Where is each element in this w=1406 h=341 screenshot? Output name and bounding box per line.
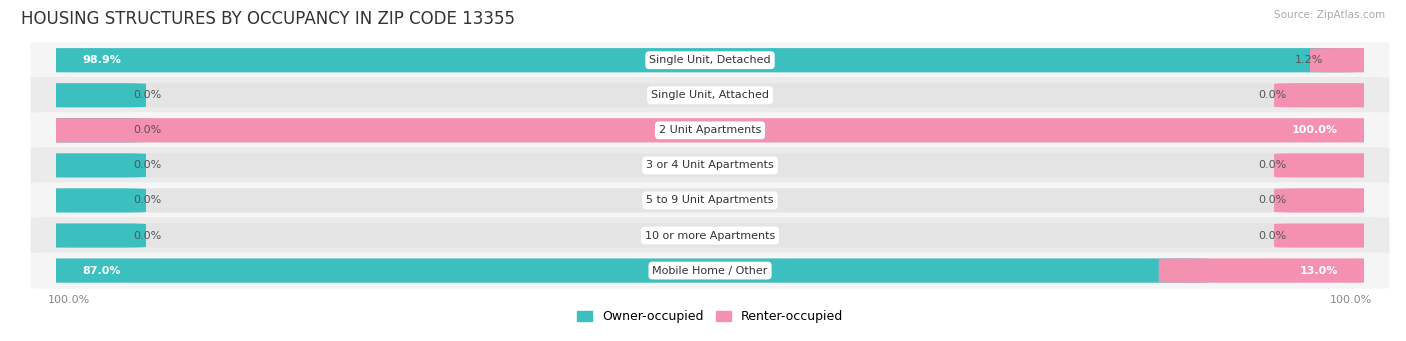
FancyBboxPatch shape [44, 153, 146, 177]
Text: 2 Unit Apartments: 2 Unit Apartments [659, 125, 761, 135]
FancyBboxPatch shape [44, 258, 1376, 283]
FancyBboxPatch shape [44, 223, 146, 248]
Text: 0.0%: 0.0% [134, 125, 162, 135]
Text: Single Unit, Detached: Single Unit, Detached [650, 55, 770, 65]
FancyBboxPatch shape [31, 147, 1389, 183]
Text: HOUSING STRUCTURES BY OCCUPANCY IN ZIP CODE 13355: HOUSING STRUCTURES BY OCCUPANCY IN ZIP C… [21, 10, 515, 28]
Text: 0.0%: 0.0% [134, 160, 162, 170]
FancyBboxPatch shape [44, 153, 1376, 177]
FancyBboxPatch shape [31, 182, 1389, 219]
FancyBboxPatch shape [31, 42, 1389, 78]
FancyBboxPatch shape [1274, 153, 1376, 177]
FancyBboxPatch shape [44, 258, 1211, 283]
Text: 98.9%: 98.9% [82, 55, 121, 65]
Text: 10 or more Apartments: 10 or more Apartments [645, 231, 775, 240]
FancyBboxPatch shape [1274, 83, 1376, 107]
Text: 3 or 4 Unit Apartments: 3 or 4 Unit Apartments [647, 160, 773, 170]
Text: Mobile Home / Other: Mobile Home / Other [652, 266, 768, 276]
Text: Source: ZipAtlas.com: Source: ZipAtlas.com [1274, 10, 1385, 20]
FancyBboxPatch shape [31, 112, 1389, 149]
Text: 13.0%: 13.0% [1299, 266, 1339, 276]
FancyBboxPatch shape [1274, 223, 1376, 248]
FancyBboxPatch shape [44, 83, 146, 107]
Text: 0.0%: 0.0% [134, 231, 162, 240]
FancyBboxPatch shape [31, 217, 1389, 254]
FancyBboxPatch shape [44, 118, 1376, 143]
Text: 0.0%: 0.0% [1258, 90, 1286, 100]
FancyBboxPatch shape [44, 48, 1376, 72]
Text: 1.2%: 1.2% [1295, 55, 1323, 65]
FancyBboxPatch shape [1310, 48, 1376, 72]
FancyBboxPatch shape [44, 118, 1376, 143]
Legend: Owner-occupied, Renter-occupied: Owner-occupied, Renter-occupied [572, 306, 848, 328]
FancyBboxPatch shape [44, 188, 146, 212]
Text: 0.0%: 0.0% [1258, 160, 1286, 170]
FancyBboxPatch shape [1274, 188, 1376, 212]
Text: Single Unit, Attached: Single Unit, Attached [651, 90, 769, 100]
Text: 100.0%: 100.0% [1292, 125, 1339, 135]
Text: 0.0%: 0.0% [134, 195, 162, 205]
Text: 87.0%: 87.0% [82, 266, 121, 276]
FancyBboxPatch shape [44, 223, 1376, 248]
Text: 0.0%: 0.0% [1258, 231, 1286, 240]
FancyBboxPatch shape [31, 77, 1389, 114]
FancyBboxPatch shape [31, 252, 1389, 289]
FancyBboxPatch shape [44, 188, 1376, 212]
Text: 0.0%: 0.0% [134, 90, 162, 100]
FancyBboxPatch shape [44, 118, 146, 143]
FancyBboxPatch shape [44, 83, 1376, 107]
FancyBboxPatch shape [44, 48, 1362, 72]
Text: 0.0%: 0.0% [1258, 195, 1286, 205]
Text: 5 to 9 Unit Apartments: 5 to 9 Unit Apartments [647, 195, 773, 205]
FancyBboxPatch shape [1159, 258, 1376, 283]
